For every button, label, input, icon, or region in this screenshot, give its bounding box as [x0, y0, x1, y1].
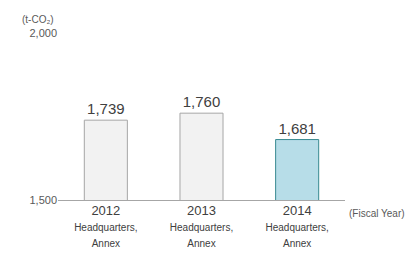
svg-text:(Fiscal Year): (Fiscal Year)	[349, 208, 405, 219]
svg-text:1,739: 1,739	[87, 100, 125, 117]
svg-text:1,500: 1,500	[29, 194, 57, 206]
svg-text:2012Headquarters,Annex: 2012Headquarters,Annex	[74, 203, 137, 248]
svg-text:2014Headquarters,Annex: 2014Headquarters,Annex	[265, 203, 328, 248]
svg-text:(t-CO₂): (t-CO₂)	[22, 14, 54, 25]
svg-text:2013Headquarters,Annex: 2013Headquarters,Annex	[170, 203, 233, 248]
svg-text:1,681: 1,681	[278, 120, 316, 137]
svg-text:1,760: 1,760	[183, 93, 221, 110]
svg-text:2,000: 2,000	[29, 27, 57, 39]
